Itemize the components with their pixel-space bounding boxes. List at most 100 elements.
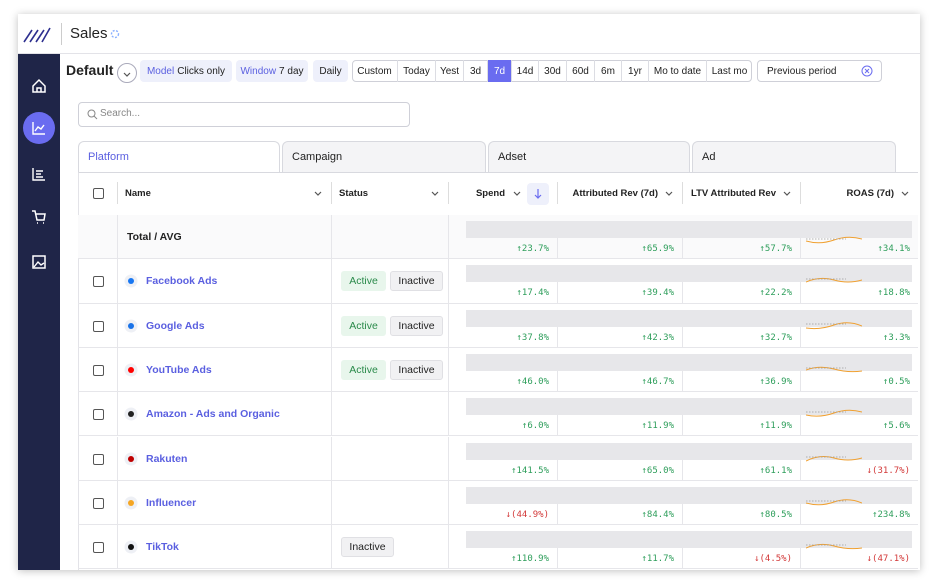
view-toggle[interactable] [117, 63, 137, 83]
roas-sparkline [806, 321, 862, 329]
cell-divider [331, 480, 332, 526]
cell-divider [448, 436, 449, 481]
search-box[interactable] [78, 102, 410, 127]
column-divider [800, 182, 801, 204]
range-button[interactable]: 14d [511, 60, 538, 82]
change-value: ↑46.0% [516, 376, 549, 387]
range-button[interactable]: Today [397, 60, 435, 82]
row-checkbox[interactable] [93, 542, 104, 554]
roas-sparkline [806, 278, 862, 283]
chip-value: Clicks only [177, 65, 226, 77]
home-icon[interactable] [31, 78, 47, 94]
change-value: ↑22.2% [759, 288, 792, 299]
cell-divider [448, 259, 449, 304]
range-button[interactable]: Mo to date [648, 60, 706, 82]
tab[interactable]: Platform [78, 141, 280, 173]
column-header[interactable]: Status [339, 188, 369, 199]
cell-divider [448, 525, 449, 570]
view-name[interactable]: Default [66, 62, 114, 78]
window-chip[interactable]: Window 7 day [236, 60, 308, 82]
row[interactable] [78, 259, 918, 304]
row-checkbox[interactable] [93, 409, 104, 421]
status-pill[interactable]: Active [341, 315, 386, 336]
search-placeholder: Search... [100, 108, 141, 119]
change-value: ↑0.5% [882, 376, 910, 387]
blurred-values [466, 265, 912, 283]
row-name[interactable]: TikTok [146, 541, 179, 554]
change-value: ↑37.8% [516, 332, 549, 343]
cell-divider [800, 282, 801, 304]
status-pill[interactable]: Inactive [341, 537, 394, 558]
granularity-chip[interactable]: Daily [313, 60, 348, 82]
cell-divider [448, 392, 449, 437]
cell-divider [800, 459, 801, 481]
cell-divider [557, 503, 558, 526]
row-checkbox[interactable] [93, 364, 104, 376]
row[interactable] [78, 481, 918, 526]
change-value: ↓(31.7%) [866, 465, 910, 476]
row[interactable] [78, 304, 918, 348]
platform-icon [124, 319, 138, 333]
range-button[interactable]: Last mo [706, 60, 752, 82]
status-pill[interactable]: Active [341, 359, 386, 380]
row-checkbox[interactable] [93, 453, 104, 465]
column-header[interactable]: Name [125, 188, 151, 199]
row[interactable] [78, 348, 918, 393]
status-pill[interactable]: Inactive [390, 271, 443, 292]
status-pill[interactable]: Inactive [390, 315, 443, 336]
status-pill[interactable]: Inactive [390, 359, 443, 380]
row-name[interactable]: Google Ads [146, 319, 205, 332]
tab[interactable]: Ad [692, 141, 896, 173]
range-button[interactable]: 60d [566, 60, 594, 82]
row[interactable] [78, 525, 918, 570]
range-button[interactable]: 1yr [621, 60, 648, 82]
range-button[interactable]: Yest [435, 60, 463, 82]
range-button[interactable]: 7d [487, 60, 511, 82]
chip-label: Model [146, 65, 175, 77]
cart-icon[interactable] [31, 209, 47, 225]
range-button[interactable]: 6m [594, 60, 621, 82]
column-header[interactable]: Attributed Rev (7d) [572, 188, 659, 199]
tab[interactable]: Adset [488, 141, 690, 173]
range-button[interactable]: 3d [463, 60, 487, 82]
change-value: ↑11.9% [759, 421, 792, 432]
change-value: ↑11.7% [641, 554, 674, 565]
row[interactable] [78, 392, 918, 437]
row-name[interactable]: Amazon - Ads and Organic [146, 408, 280, 421]
row-name[interactable]: Facebook Ads [146, 275, 218, 288]
row-checkbox[interactable] [93, 276, 104, 288]
row-name[interactable]: YouTube Ads [146, 363, 212, 376]
sort-chevron [783, 191, 791, 196]
header-checkbox[interactable] [93, 188, 104, 199]
range-button[interactable]: 30d [538, 60, 566, 82]
column-header[interactable]: Spend [475, 188, 505, 199]
cell-divider [557, 415, 558, 437]
cell-divider [557, 459, 558, 481]
change-value: ↑141.5% [511, 465, 549, 476]
platform-icon [124, 274, 138, 288]
range-button[interactable]: Custom [357, 65, 392, 77]
model-chip[interactable]: Model Clicks only [140, 60, 232, 82]
cell-divider [682, 370, 683, 393]
row-name[interactable]: Influencer [146, 496, 197, 509]
row-name[interactable]: Rakuten [146, 452, 188, 465]
change-value: ↑65.0% [641, 465, 674, 476]
image-icon[interactable] [31, 254, 47, 270]
change-value: ↑57.7% [759, 244, 792, 254]
change-value: ↑84.4% [641, 509, 674, 520]
column-header[interactable]: ROAS (7d) [846, 188, 895, 199]
row-checkbox[interactable] [93, 497, 104, 509]
row-checkbox[interactable] [93, 320, 104, 332]
change-value: ↑18.8% [877, 288, 910, 299]
cell-divider [557, 282, 558, 304]
tab[interactable]: Campaign [282, 141, 486, 173]
column-header[interactable]: LTV Attributed Rev [691, 188, 776, 199]
compare-select[interactable]: Previous period [757, 60, 882, 82]
sort-arrow [534, 189, 542, 199]
status-pill[interactable]: Active [341, 271, 386, 292]
cell-divider [682, 326, 683, 348]
cell-divider [117, 480, 118, 526]
row[interactable] [78, 437, 918, 481]
list-icon[interactable] [31, 166, 47, 182]
cell-divider [331, 215, 332, 260]
